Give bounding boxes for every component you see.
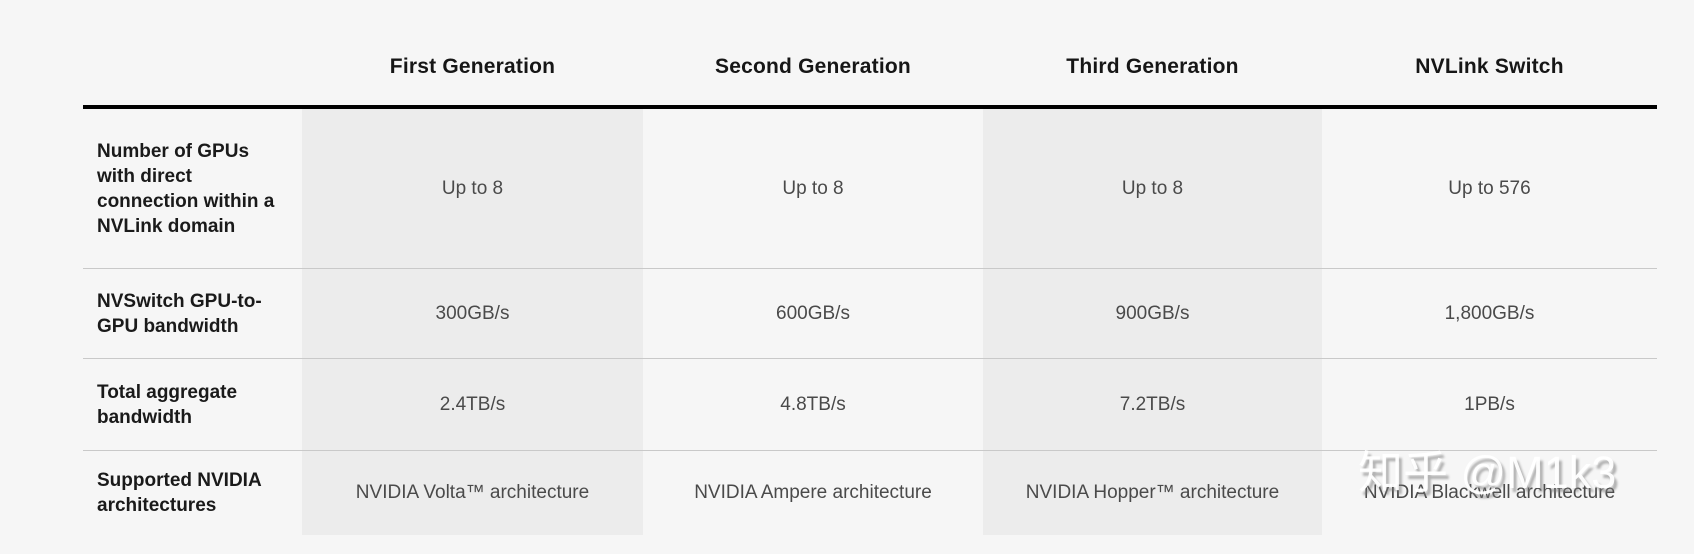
table-cell: 900GB/s [983, 269, 1322, 358]
nvlink-generations-table: First Generation Second Generation Third… [83, 0, 1657, 535]
table-cell: 7.2TB/s [983, 359, 1322, 450]
table-cell: Up to 576 [1448, 177, 1531, 199]
column-header-first-generation: First Generation [389, 55, 556, 78]
table-row: Total aggregate bandwidth 2.4TB/s 4.8TB/… [83, 358, 1657, 450]
table-cell: 1PB/s [1464, 393, 1515, 415]
table-cell: Up to 8 [782, 177, 844, 199]
table-cell: 300GB/s [302, 269, 643, 358]
row-label: Supported NVIDIA architectures [97, 470, 261, 516]
header-divider-rule [83, 105, 1657, 109]
table-row: Number of GPUs with direct connection wi… [83, 109, 1657, 268]
table-cell: 600GB/s [776, 302, 850, 324]
table-cell: 2.4TB/s [302, 359, 643, 450]
table-cell: NVIDIA Hopper™ architecture [983, 451, 1322, 535]
row-label: NVSwitch GPU-to-GPU bandwidth [97, 290, 262, 337]
table-cell: 1,800GB/s [1444, 302, 1535, 324]
table-header-row: First Generation Second Generation Third… [83, 0, 1657, 105]
table-cell: NVIDIA Volta™ architecture [302, 451, 643, 535]
table-cell: 4.8TB/s [780, 393, 846, 415]
table-cell: NVIDIA Ampere architecture [694, 482, 932, 503]
table-cell: Up to 8 [983, 109, 1322, 268]
row-label: Number of GPUs with direct connection wi… [97, 140, 275, 237]
column-header-third-generation: Third Generation [1066, 55, 1239, 78]
column-header-nvlink-switch: NVLink Switch [1415, 55, 1564, 78]
header-spacer [83, 79, 302, 105]
column-header-second-generation: Second Generation [715, 55, 911, 78]
table-row: NVSwitch GPU-to-GPU bandwidth 300GB/s 60… [83, 268, 1657, 358]
table-row: Supported NVIDIA architectures NVIDIA Vo… [83, 450, 1657, 535]
table-cell: Up to 8 [302, 109, 643, 268]
table-cell: NVIDIA Blackwell architecture [1363, 482, 1616, 503]
row-label: Total aggregate bandwidth [97, 381, 238, 428]
